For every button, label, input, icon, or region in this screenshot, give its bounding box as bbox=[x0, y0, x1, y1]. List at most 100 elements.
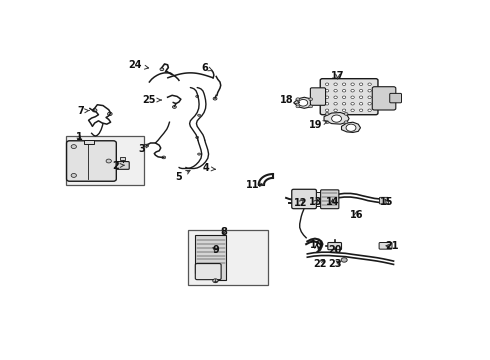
Circle shape bbox=[309, 98, 313, 100]
Circle shape bbox=[343, 83, 346, 85]
Circle shape bbox=[368, 83, 371, 85]
Circle shape bbox=[298, 99, 308, 106]
Circle shape bbox=[325, 96, 329, 99]
Circle shape bbox=[197, 114, 200, 116]
Text: 24: 24 bbox=[128, 60, 148, 70]
Text: 9: 9 bbox=[212, 245, 219, 255]
Circle shape bbox=[196, 95, 199, 98]
Circle shape bbox=[309, 105, 313, 108]
Circle shape bbox=[213, 97, 217, 100]
Text: 18: 18 bbox=[280, 95, 299, 105]
Text: 2: 2 bbox=[112, 161, 124, 171]
Circle shape bbox=[334, 109, 337, 112]
Bar bbox=[316, 192, 321, 206]
Circle shape bbox=[368, 109, 371, 112]
Circle shape bbox=[344, 121, 348, 123]
Text: 13: 13 bbox=[309, 197, 322, 207]
Polygon shape bbox=[342, 122, 361, 132]
Polygon shape bbox=[195, 235, 226, 280]
Circle shape bbox=[160, 68, 164, 71]
Text: 15: 15 bbox=[380, 197, 394, 207]
Text: 19: 19 bbox=[309, 120, 328, 130]
Circle shape bbox=[351, 83, 354, 85]
Circle shape bbox=[325, 83, 329, 85]
Text: 3: 3 bbox=[138, 144, 148, 153]
FancyBboxPatch shape bbox=[116, 162, 129, 169]
Circle shape bbox=[71, 174, 76, 177]
Circle shape bbox=[197, 153, 200, 155]
Circle shape bbox=[325, 112, 329, 115]
Bar bbox=[120, 157, 125, 160]
Circle shape bbox=[325, 103, 329, 105]
Circle shape bbox=[334, 96, 337, 99]
Text: 1: 1 bbox=[75, 132, 82, 143]
Bar bbox=[66, 136, 144, 185]
Circle shape bbox=[325, 121, 329, 123]
Text: 23: 23 bbox=[328, 260, 342, 269]
Circle shape bbox=[325, 90, 329, 92]
Circle shape bbox=[296, 105, 300, 108]
FancyBboxPatch shape bbox=[320, 190, 339, 209]
Polygon shape bbox=[294, 97, 313, 108]
Circle shape bbox=[172, 105, 176, 108]
Circle shape bbox=[145, 144, 148, 147]
Circle shape bbox=[332, 115, 342, 122]
Circle shape bbox=[351, 90, 354, 92]
Circle shape bbox=[359, 109, 363, 112]
Circle shape bbox=[334, 103, 337, 105]
Text: 21: 21 bbox=[385, 241, 398, 251]
Circle shape bbox=[368, 90, 371, 92]
Text: 5: 5 bbox=[175, 170, 190, 182]
Polygon shape bbox=[324, 112, 349, 124]
Circle shape bbox=[106, 159, 111, 163]
Text: 20: 20 bbox=[328, 245, 342, 255]
FancyBboxPatch shape bbox=[292, 189, 317, 209]
FancyBboxPatch shape bbox=[379, 243, 392, 249]
Circle shape bbox=[343, 90, 346, 92]
Circle shape bbox=[196, 136, 199, 139]
Circle shape bbox=[334, 90, 337, 92]
Text: 22: 22 bbox=[313, 260, 326, 269]
Circle shape bbox=[334, 83, 337, 85]
Text: 17: 17 bbox=[331, 71, 344, 81]
Circle shape bbox=[108, 112, 112, 116]
Circle shape bbox=[343, 109, 346, 112]
Circle shape bbox=[325, 109, 329, 112]
Circle shape bbox=[381, 244, 386, 247]
Circle shape bbox=[213, 279, 218, 283]
Circle shape bbox=[296, 98, 300, 100]
FancyBboxPatch shape bbox=[196, 264, 221, 280]
Bar bbox=[189, 230, 268, 285]
Circle shape bbox=[344, 112, 348, 115]
FancyBboxPatch shape bbox=[328, 243, 342, 250]
FancyBboxPatch shape bbox=[320, 79, 378, 115]
Text: 8: 8 bbox=[220, 227, 227, 237]
Circle shape bbox=[368, 96, 371, 99]
Circle shape bbox=[359, 83, 363, 85]
Circle shape bbox=[359, 103, 363, 105]
Circle shape bbox=[351, 109, 354, 112]
Text: 6: 6 bbox=[202, 63, 212, 73]
Bar bbox=[84, 140, 94, 144]
Text: 16: 16 bbox=[350, 210, 363, 220]
FancyBboxPatch shape bbox=[379, 197, 389, 204]
Text: 7: 7 bbox=[77, 106, 90, 116]
Circle shape bbox=[341, 258, 347, 262]
Circle shape bbox=[343, 96, 346, 99]
Circle shape bbox=[351, 103, 354, 105]
Text: 25: 25 bbox=[142, 95, 161, 105]
Circle shape bbox=[368, 103, 371, 105]
Text: 12: 12 bbox=[294, 198, 307, 208]
Text: 4: 4 bbox=[202, 163, 215, 174]
FancyBboxPatch shape bbox=[310, 88, 325, 105]
FancyBboxPatch shape bbox=[390, 93, 401, 103]
Text: 10: 10 bbox=[310, 240, 323, 250]
Circle shape bbox=[359, 96, 363, 99]
FancyBboxPatch shape bbox=[372, 87, 396, 110]
Circle shape bbox=[359, 90, 363, 92]
Circle shape bbox=[162, 156, 166, 159]
Circle shape bbox=[343, 103, 346, 105]
FancyBboxPatch shape bbox=[67, 141, 116, 181]
Circle shape bbox=[346, 124, 356, 131]
Circle shape bbox=[71, 145, 76, 149]
